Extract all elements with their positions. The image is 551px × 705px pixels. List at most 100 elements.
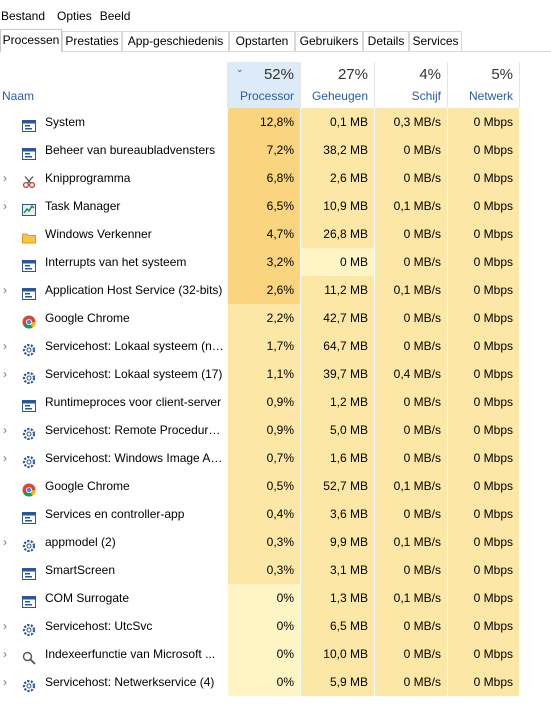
table-row[interactable]: Windows Verkenner 4,7% 26,8 MB 0 MB/s 0 Mbps	[0, 220, 551, 248]
memory-cell: 9,9 MB	[301, 528, 375, 556]
disk-cell: 0,1 MB/s	[375, 276, 448, 304]
network-cell: 0 Mbps	[448, 136, 520, 164]
table-row[interactable]: › Task Manager 6,5% 10,9 MB 0,1 MB/s 0 Mbps	[0, 192, 551, 220]
table-row[interactable]: › Servicehost: Lokaal systeem (17) 1,1% 39,…	[0, 360, 551, 388]
table-row[interactable]: SmartScreen 0,3% 3,1 MB 0 MB/s 0 Mbps	[0, 556, 551, 584]
process-name-cell: Google Chrome	[0, 304, 228, 332]
table-row[interactable]: › Application Host Service (32-bits) 2,6% 1…	[0, 276, 551, 304]
table-row[interactable]: System 12,8% 0,1 MB 0,3 MB/s 0 Mbps	[0, 108, 551, 136]
cpu-cell: 0%	[228, 584, 301, 612]
expand-chevron-icon[interactable]: ›	[3, 647, 7, 661]
process-name-cell: Runtimeproces voor client-server	[0, 388, 228, 416]
memory-cell: 38,2 MB	[301, 136, 375, 164]
menu-options[interactable]: Opties	[57, 9, 92, 23]
process-name-cell: › Servicehost: Lokaal systeem (ne...	[0, 332, 228, 360]
disk-total: 4%	[419, 66, 441, 83]
network-cell: 0 Mbps	[448, 472, 520, 500]
table-row[interactable]: › Servicehost: UtcSvc 0% 6,5 MB 0 MB/s 0 Mbps	[0, 612, 551, 640]
process-name: Google Chrome	[45, 311, 130, 325]
expand-chevron-icon[interactable]: ›	[3, 199, 7, 213]
expand-chevron-icon[interactable]: ›	[3, 675, 7, 689]
memory-cell: 64,7 MB	[301, 332, 375, 360]
cpu-cell: 0,4%	[228, 500, 301, 528]
table-row[interactable]: Google Chrome 0,5% 52,7 MB 0,1 MB/s 0 Mbps	[0, 472, 551, 500]
network-cell: 0 Mbps	[448, 668, 520, 696]
chrome-icon	[22, 479, 36, 497]
cpu-cell: 6,5%	[228, 192, 301, 220]
table-row[interactable]: › Servicehost: Lokaal systeem (ne... 1,7% 6…	[0, 332, 551, 360]
cpu-total: 52%	[263, 66, 294, 83]
expand-chevron-icon[interactable]: ›	[3, 283, 7, 297]
disk-cell: 0,1 MB/s	[375, 472, 448, 500]
memory-cell: 6,5 MB	[301, 612, 375, 640]
tab-services[interactable]: Services	[409, 31, 462, 51]
gear-icon	[22, 535, 36, 553]
chrome-icon	[22, 311, 36, 329]
table-row[interactable]: Interrupts van het systeem 3,2% 0 MB 0 MB/s…	[0, 248, 551, 276]
gear-icon	[22, 423, 36, 441]
process-name: Servicehost: Windows Image Ac...	[45, 451, 225, 465]
table-row[interactable]: Beheer van bureaubladvensters 7,2% 38,2 MB…	[0, 136, 551, 164]
tab-startup[interactable]: Opstarten	[229, 31, 295, 51]
table-row[interactable]: › Servicehost: Remote Procedure ... 0,9% 5,…	[0, 416, 551, 444]
cpu-cell: 12,8%	[228, 108, 301, 136]
table-row[interactable]: › Indexeerfunctie van Microsoft ... 0% 10,0…	[0, 640, 551, 668]
memory-cell: 0 MB	[301, 248, 375, 276]
process-name-cell: SmartScreen	[0, 556, 228, 584]
cpu-cell: 0,7%	[228, 444, 301, 472]
expand-chevron-icon[interactable]: ›	[3, 535, 7, 549]
disk-cell: 0 MB/s	[375, 612, 448, 640]
table-row[interactable]: COM Surrogate 0% 1,3 MB 0,1 MB/s 0 Mbps	[0, 584, 551, 612]
menu-file[interactable]: Bestand	[1, 9, 46, 23]
expand-chevron-icon[interactable]: ›	[3, 339, 7, 353]
expand-chevron-icon[interactable]: ›	[3, 451, 7, 465]
column-memory[interactable]: 27% Geheugen	[301, 62, 375, 108]
tab-details[interactable]: Details	[363, 31, 409, 51]
table-row[interactable]: Runtimeproces voor client-server 0,9% 1,2 …	[0, 388, 551, 416]
tab-app-history[interactable]: App-geschiedenis	[122, 31, 229, 51]
table-row[interactable]: Google Chrome 2,2% 42,7 MB 0 MB/s 0 Mbps	[0, 304, 551, 332]
process-name-cell: › Servicehost: Windows Image Ac...	[0, 444, 228, 472]
tab-performance[interactable]: Prestaties	[62, 31, 122, 51]
window-icon	[22, 507, 36, 524]
cpu-cell: 3,2%	[228, 248, 301, 276]
cpu-cell: 0%	[228, 612, 301, 640]
table-row[interactable]: › Servicehost: Windows Image Ac... 0,7% 1,6…	[0, 444, 551, 472]
window-icon	[22, 395, 36, 412]
expand-chevron-icon[interactable]: ›	[3, 367, 7, 381]
network-cell: 0 Mbps	[448, 556, 520, 584]
expand-chevron-icon[interactable]: ›	[3, 619, 7, 633]
column-cpu[interactable]: ⌄ 52% Processor	[228, 62, 301, 108]
column-header: Naam ⌄ 52% Processor 27% Geheugen 4% Sch…	[0, 62, 551, 108]
process-name: Servicehost: Netwerkservice (4)	[45, 675, 215, 689]
expand-chevron-icon[interactable]: ›	[3, 171, 7, 185]
cpu-cell: 2,6%	[228, 276, 301, 304]
tab-processes[interactable]: Processen	[0, 29, 62, 52]
window-icon	[22, 115, 36, 132]
window-icon	[22, 591, 36, 608]
table-row[interactable]: › Servicehost: Netwerkservice (4) 0% 5,9 MB…	[0, 668, 551, 696]
memory-cell: 1,2 MB	[301, 388, 375, 416]
window-icon	[22, 563, 36, 580]
memory-cell: 10,9 MB	[301, 192, 375, 220]
process-name-cell: › Application Host Service (32-bits)	[0, 276, 228, 304]
gear-icon	[22, 619, 36, 637]
column-name[interactable]: Naam	[0, 62, 228, 108]
cpu-cell: 4,7%	[228, 220, 301, 248]
disk-cell: 0 MB/s	[375, 556, 448, 584]
expand-chevron-icon[interactable]: ›	[3, 423, 7, 437]
table-row[interactable]: › Knipprogramma 6,8% 2,6 MB 0 MB/s 0 Mbps	[0, 164, 551, 192]
column-network[interactable]: 5% Netwerk	[448, 62, 520, 108]
menu-view[interactable]: Beeld	[99, 9, 131, 23]
disk-cell: 0 MB/s	[375, 332, 448, 360]
process-name: System	[45, 115, 86, 129]
cpu-cell: 0%	[228, 668, 301, 696]
table-row[interactable]: Services en controller-app 0,4% 3,6 MB 0 MB…	[0, 500, 551, 528]
memory-cell: 3,6 MB	[301, 500, 375, 528]
disk-cell: 0 MB/s	[375, 304, 448, 332]
column-disk[interactable]: 4% Schijf	[375, 62, 448, 108]
column-name-label: Naam	[2, 89, 35, 103]
tab-users[interactable]: Gebruikers	[295, 31, 363, 51]
memory-cell: 52,7 MB	[301, 472, 375, 500]
table-row[interactable]: › appmodel (2) 0,3% 9,9 MB 0,1 MB/s 0 Mbps	[0, 528, 551, 556]
